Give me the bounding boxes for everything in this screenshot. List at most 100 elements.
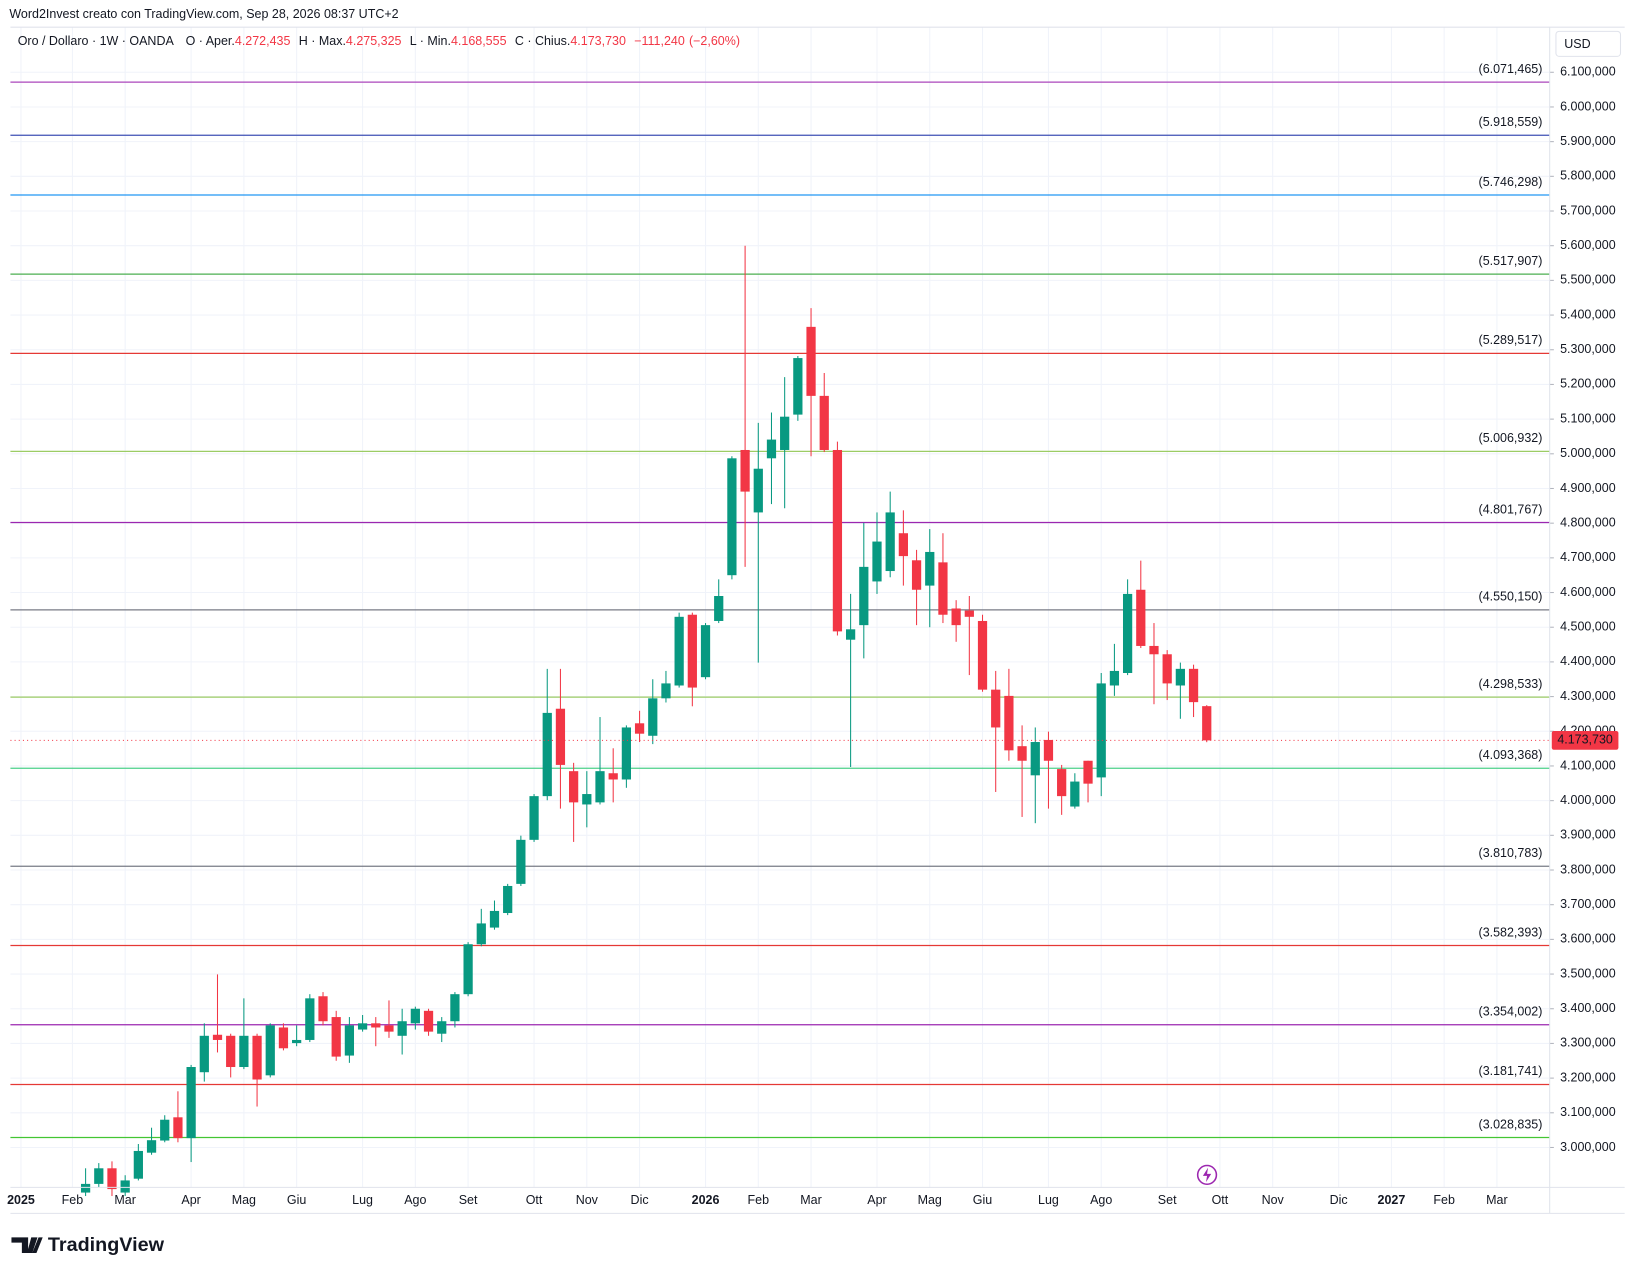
- candle-body: [806, 326, 816, 396]
- candle-body: [859, 566, 869, 626]
- header: Word2Invest creato con TradingView.com, …: [9, 7, 398, 21]
- event-icon[interactable]: [1196, 1164, 1218, 1186]
- last-price-box: [1551, 731, 1619, 750]
- y-tick-label: 3.400,000: [1560, 1001, 1616, 1015]
- candle-body: [555, 708, 566, 765]
- candle-body: [199, 1035, 209, 1073]
- x-tick-label: Giu: [973, 1193, 992, 1207]
- legend-value: 4.275,325: [346, 34, 402, 48]
- x-tick-label: Set: [1158, 1193, 1177, 1207]
- y-tick-label: 3.900,000: [1560, 828, 1616, 842]
- candle-body: [542, 712, 552, 797]
- level-label: (3.028,835): [1479, 1117, 1543, 1131]
- x-tick-label: Apr: [867, 1193, 886, 1207]
- candle-body: [278, 1027, 289, 1049]
- candle-body: [991, 689, 1001, 728]
- candle-body: [463, 944, 473, 995]
- candle-body: [925, 551, 935, 586]
- y-tick-label: 6.100,000: [1560, 65, 1616, 79]
- candle-body: [885, 512, 895, 572]
- y-tick-label: 4.300,000: [1560, 689, 1616, 703]
- candle-body: [160, 1119, 170, 1141]
- candle-body: [793, 358, 803, 415]
- candle-body: [344, 1025, 355, 1056]
- candle-body: [212, 1034, 223, 1040]
- candle-body: [423, 1010, 434, 1032]
- y-tick-label: 3.000,000: [1560, 1140, 1616, 1154]
- candle-body: [239, 1035, 249, 1068]
- x-tick-label: 2027: [1378, 1193, 1406, 1207]
- currency[interactable]: USD: [1564, 37, 1590, 51]
- level-label: (5.289,517): [1479, 333, 1543, 347]
- y-tick-label: 3.600,000: [1560, 932, 1616, 946]
- legend-key: O · Aper.: [186, 34, 235, 48]
- candle-body: [634, 723, 645, 734]
- candle-body: [371, 1023, 381, 1028]
- x-tick-label: Mar: [114, 1193, 136, 1207]
- y-tick-label: 3.700,000: [1560, 897, 1616, 911]
- x-tick-label: Nov: [1262, 1193, 1285, 1207]
- candle-body: [1017, 746, 1027, 761]
- candle-body: [621, 727, 632, 780]
- x-tick-label: Ago: [404, 1193, 426, 1207]
- candle-body: [292, 1039, 302, 1044]
- candle-body: [700, 625, 711, 678]
- candle-body: [1188, 668, 1199, 703]
- candle-body: [107, 1168, 117, 1190]
- candles: [10, 245, 1550, 1197]
- legend: Oro / Dollaro · 1W · OANDA O · Aper.4.27…: [18, 34, 740, 48]
- candle-body: [661, 683, 671, 699]
- candle-body: [648, 698, 658, 736]
- x-tick-label: Set: [459, 1193, 478, 1207]
- candle-body: [740, 449, 750, 492]
- candle-body: [120, 1180, 130, 1193]
- candle-body: [1070, 781, 1080, 807]
- candle-body: [780, 416, 790, 450]
- candle-body: [516, 839, 526, 884]
- candle-body: [305, 998, 315, 1040]
- legend-value: 4.272,435: [235, 34, 291, 48]
- x-tick-label: Nov: [576, 1193, 599, 1207]
- y-tick-label: 5.900,000: [1560, 134, 1616, 148]
- candle-body: [318, 996, 328, 1022]
- level-label: (3.181,741): [1479, 1064, 1543, 1078]
- candle-body: [1149, 645, 1159, 655]
- candle-body: [1030, 742, 1040, 776]
- candle-body: [489, 910, 500, 928]
- candle-body: [1096, 683, 1106, 778]
- candle-body: [687, 614, 697, 688]
- y-tick-label: 4.100,000: [1560, 758, 1616, 772]
- candle-body: [450, 994, 460, 1022]
- candle-body: [569, 771, 579, 803]
- candle-body: [1162, 654, 1172, 684]
- legend-value: 4.173,730: [570, 34, 626, 48]
- currency-box[interactable]: [1555, 30, 1622, 57]
- candle-body: [80, 1183, 91, 1193]
- candle-body: [397, 1021, 407, 1036]
- candle-body: [331, 1017, 341, 1057]
- candle-body: [410, 1008, 420, 1024]
- x-tick-label: Mar: [800, 1193, 822, 1207]
- y-tick-label: 4.900,000: [1560, 481, 1616, 495]
- candle-body: [714, 596, 724, 621]
- candle-body: [146, 1140, 157, 1153]
- x-tick-label: Giu: [287, 1193, 306, 1207]
- candle-body: [753, 468, 763, 513]
- y-tick-label: 4.600,000: [1560, 585, 1616, 599]
- level-label: (3.354,002): [1479, 1004, 1543, 1018]
- candle-body: [1004, 695, 1014, 751]
- level-label: (3.810,783): [1479, 846, 1543, 860]
- y-tick-label: 4.500,000: [1560, 620, 1616, 634]
- level-label: (4.801,767): [1479, 502, 1543, 516]
- candle-body: [1109, 670, 1120, 686]
- x-tick-label: Ott: [1212, 1193, 1229, 1207]
- candle-body: [503, 885, 513, 914]
- candle-body: [1175, 668, 1185, 686]
- x-tick-label: 2025: [7, 1193, 35, 1207]
- level-label: (4.093,368): [1479, 748, 1543, 762]
- candle-body: [582, 794, 592, 805]
- y-tick-label: 5.500,000: [1560, 273, 1616, 287]
- candle-body: [845, 629, 856, 640]
